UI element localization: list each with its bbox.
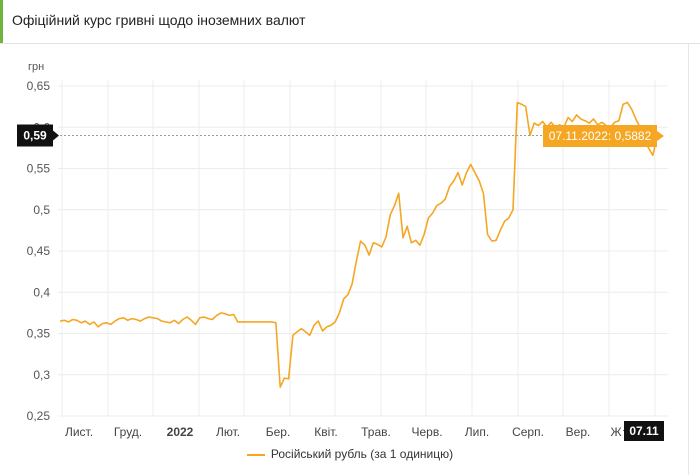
y-tick-label: 0,5: [33, 203, 50, 217]
legend-swatch: [246, 453, 265, 456]
value-tooltip: 07.11.2022: 0,5882: [543, 125, 664, 147]
x-marker-box: [624, 421, 664, 441]
tooltip-box: [543, 125, 657, 147]
x-value-marker: 07.11: [623, 421, 664, 441]
chart-header: Офіційний курс гривні щодо іноземних вал…: [0, 0, 700, 44]
x-tick-label: Лют.: [216, 425, 240, 439]
y-tick-label: 0,55: [27, 162, 51, 176]
tooltip-label: 07.11.2022: 0,5882: [549, 129, 652, 143]
tooltip-pointer: [657, 131, 664, 141]
y-axis-label: грн: [28, 61, 44, 73]
chart-title: Офіційний курс гривні щодо іноземних вал…: [12, 12, 306, 28]
x-tick-label: Квіт.: [314, 425, 338, 439]
y-tick-label: 0,65: [27, 79, 51, 93]
x-tick-label: Бер.: [266, 425, 291, 439]
x-marker-label: 07.11: [629, 424, 659, 438]
y-marker-pointer: [53, 130, 59, 141]
y-marker-label: 0,59: [23, 129, 47, 143]
x-tick-label: Ж: [610, 425, 621, 439]
panel-divider: [688, 44, 689, 475]
y-tick-label: 0,45: [27, 244, 51, 258]
y-tick-label: 0,35: [27, 327, 51, 341]
legend-label: Російський рубль (за 1 одиницю): [270, 447, 454, 461]
x-tick-label: Трав.: [361, 425, 391, 439]
y-marker-box: [17, 124, 53, 147]
x-tick-label: Черв.: [411, 425, 442, 439]
x-tick-label: Лист.: [65, 425, 93, 439]
x-tick-label: Груд.: [114, 425, 142, 439]
x-tick-label: Серп.: [512, 425, 544, 439]
y-value-marker: 0,59: [17, 124, 59, 147]
x-tick-label: 2022: [167, 425, 194, 439]
header-accent-bar: [0, 0, 3, 43]
chart-legend[interactable]: Російський рубль (за 1 одиницю): [0, 447, 700, 461]
y-tick-label: 0,25: [27, 409, 51, 423]
x-tick-labels: Лист. Груд. 2022 Лют. Бер. Квіт. Трав. Черв. Лип…: [65, 425, 622, 439]
x-tick-label: Вер.: [566, 425, 591, 439]
x-tick-label: Лип.: [465, 425, 489, 439]
y-tick-label: 0,4: [33, 285, 50, 299]
y-tick-label: 0,3: [33, 368, 50, 382]
